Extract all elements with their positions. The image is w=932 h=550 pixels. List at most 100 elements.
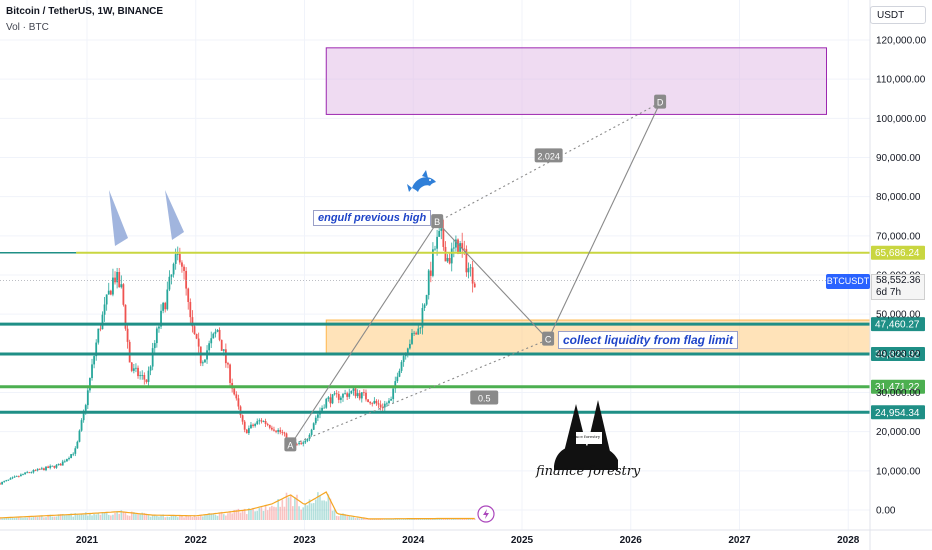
level-label: 31,471.22 <box>871 379 925 394</box>
candle-body <box>5 480 8 482</box>
candle-body <box>252 424 254 426</box>
candle-body <box>241 415 244 422</box>
volume-bar <box>162 514 164 520</box>
volume-bar <box>112 514 114 520</box>
candle-body <box>348 393 351 397</box>
candle-body <box>63 461 66 463</box>
annotation-engulf[interactable]: engulf previous high <box>313 210 432 226</box>
volume-bar <box>281 499 284 520</box>
candle-body <box>273 429 275 431</box>
volume-bar <box>87 515 89 520</box>
candle-body <box>49 465 52 468</box>
volume-bar <box>432 518 434 520</box>
candle-body <box>342 393 344 398</box>
volume-bar <box>210 514 213 520</box>
candle-body <box>352 388 355 391</box>
volume-bar <box>74 513 77 520</box>
volume-bar <box>28 516 31 520</box>
candle-body <box>452 247 455 249</box>
candle-body <box>11 477 14 479</box>
time-tick-label: 2024 <box>402 535 425 546</box>
candle-body <box>302 442 305 444</box>
candle-body <box>463 248 466 250</box>
candle-body <box>434 248 436 250</box>
volume-bar <box>120 510 123 520</box>
candle-body <box>210 338 213 344</box>
horizontal-levels: 65,686.24 47,460.27 39,823.92 31,471.22 24,9… <box>0 245 925 420</box>
volume-bar <box>254 511 256 520</box>
volume-bar <box>365 519 367 520</box>
volume-indicator-label[interactable]: Vol · BTC <box>6 22 49 33</box>
volume-bar <box>271 505 273 520</box>
candle-body <box>164 302 167 310</box>
candle-body <box>450 248 453 264</box>
candle-body <box>95 342 98 357</box>
candle-body <box>55 464 58 468</box>
level-label-text: 24,954.34 <box>875 408 920 419</box>
candle-body <box>423 304 426 308</box>
current-price-label: 58,552.36 6d 7h <box>871 274 925 300</box>
candle-body <box>383 403 386 408</box>
lightning-icon[interactable] <box>477 505 495 523</box>
volume-bar <box>235 509 238 520</box>
candle-body <box>120 284 123 288</box>
candle-body <box>339 397 342 400</box>
candle-body <box>425 295 428 305</box>
candle-body <box>162 302 165 311</box>
candle-body <box>212 333 215 339</box>
candle-body <box>222 349 225 351</box>
candle-body <box>166 289 169 310</box>
volume-bar <box>147 514 150 520</box>
candle-body <box>141 375 144 376</box>
volume-bar <box>442 518 445 520</box>
pattern-ratio-bd-label-bg <box>534 148 563 163</box>
volume-bar <box>430 518 432 520</box>
volume-bar <box>363 517 365 520</box>
annotation-collect-liquidity[interactable]: collect liquidity from flag limit <box>558 331 739 349</box>
volume-bar <box>181 515 183 520</box>
volume-bar <box>373 519 376 520</box>
volume-bar <box>279 506 282 520</box>
volume-bar <box>333 509 336 520</box>
volume-bar <box>64 514 66 520</box>
candle-body <box>279 430 282 433</box>
volume-bar <box>99 514 102 520</box>
volume-bar <box>101 512 104 520</box>
volume-bar <box>325 501 328 520</box>
volume-bar <box>137 514 139 520</box>
volume-bar <box>388 519 390 520</box>
volume-bar <box>277 498 279 520</box>
candle-body <box>369 402 372 404</box>
candle-body <box>471 267 474 284</box>
volume-bar <box>26 517 28 520</box>
candle-body <box>356 393 359 397</box>
candle-body <box>346 393 349 397</box>
volume-bar <box>95 514 98 520</box>
volume-bar <box>314 499 317 520</box>
pattern-point-label: C <box>545 335 552 345</box>
volume-bar <box>340 514 342 520</box>
candle-body <box>365 392 367 400</box>
candle-body <box>80 420 83 431</box>
candle-body <box>354 388 357 397</box>
volume-bar <box>444 518 447 520</box>
candle-body <box>329 397 332 404</box>
candle-body <box>404 354 407 357</box>
price-tick-label: 40,000.00 <box>876 349 921 360</box>
volume-bar <box>13 517 16 520</box>
volume-bar <box>158 516 160 520</box>
currency-button[interactable]: USDT <box>870 6 926 24</box>
volume-bar <box>337 516 340 520</box>
candle-body <box>298 442 300 444</box>
volume-bar <box>0 518 1 520</box>
candle-body <box>446 257 449 262</box>
candle-body <box>325 398 328 408</box>
candle-body <box>367 399 369 403</box>
volume-bar <box>191 517 194 520</box>
candle-body <box>66 459 68 462</box>
volume-bar <box>59 514 62 520</box>
arrow-down-icon <box>109 190 128 246</box>
candle-body <box>392 388 395 400</box>
candle-body <box>260 420 263 422</box>
